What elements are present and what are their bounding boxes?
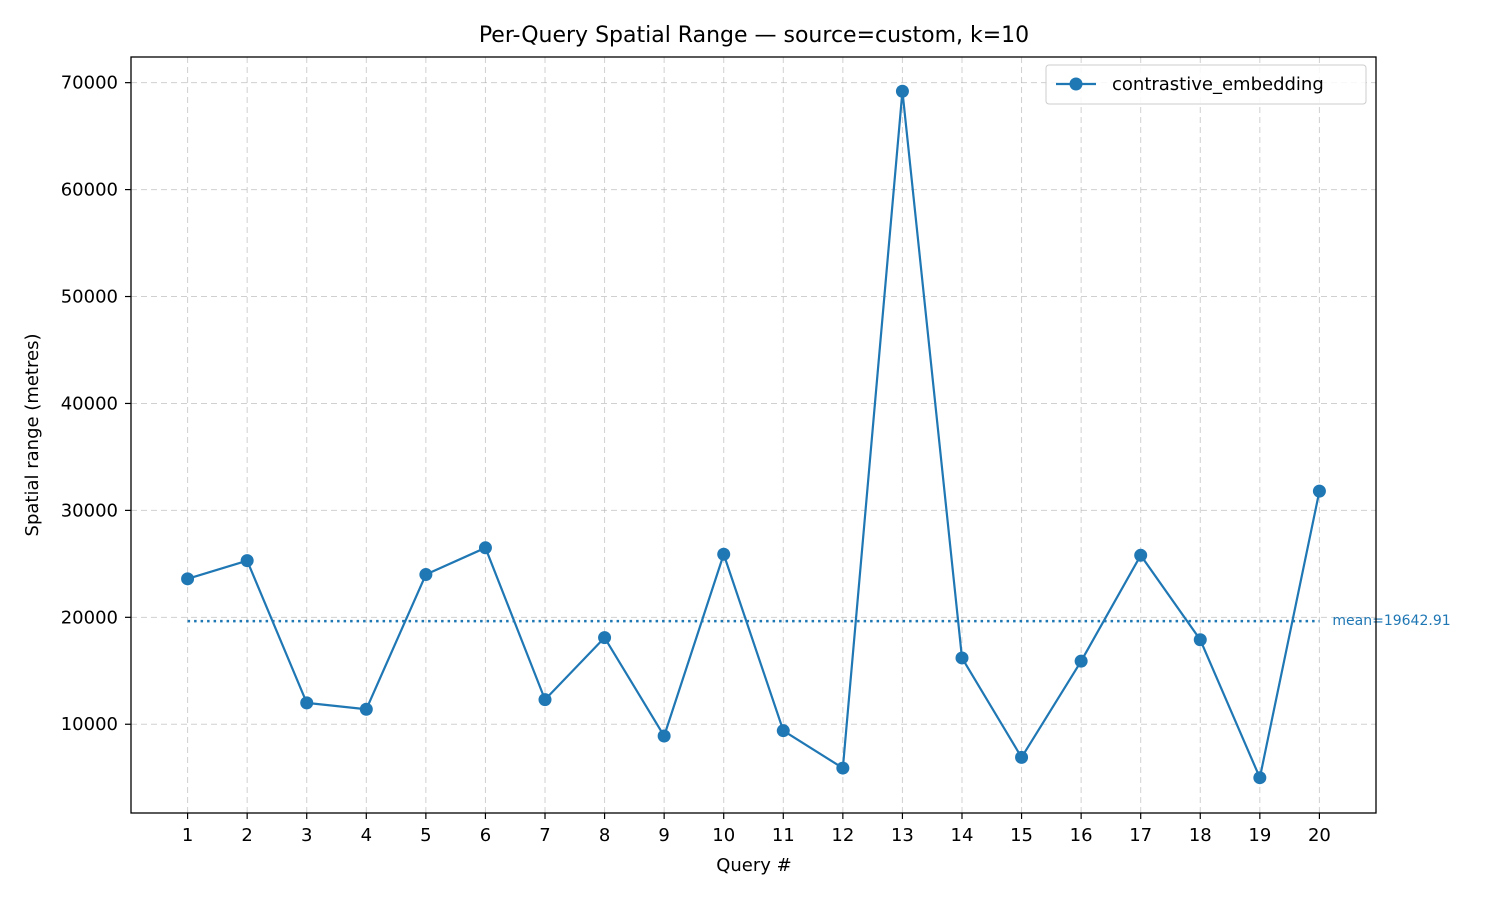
data-point: [240, 554, 254, 568]
grid-lines: [131, 57, 1376, 813]
x-tick-label: 7: [539, 825, 550, 846]
data-point: [1312, 484, 1326, 498]
legend: contrastive_embedding: [1045, 64, 1367, 105]
data-point: [895, 84, 909, 98]
x-tick-label: 20: [1308, 825, 1331, 846]
y-tick-label: 70000: [61, 73, 118, 94]
x-tick-label: 17: [1129, 825, 1152, 846]
x-tick-label: 13: [891, 825, 914, 846]
data-point: [300, 696, 314, 710]
data-point: [1074, 654, 1088, 668]
legend-marker-swatch: [1069, 77, 1083, 91]
data-point: [419, 568, 433, 582]
x-tick-label: 18: [1189, 825, 1212, 846]
y-tick-label: 20000: [61, 607, 118, 628]
plot-area-frame: [130, 56, 1377, 814]
data-point: [359, 702, 373, 716]
data-point: [955, 651, 969, 665]
data-point: [776, 724, 790, 738]
data-point: [478, 541, 492, 555]
x-tick-label: 2: [241, 825, 252, 846]
y-tick-label: 50000: [61, 287, 118, 308]
x-axis-ticks: 1 2 3 4 5 6 7 8 9 10 11 12 13 14 15 16 17 18 19 20: [182, 813, 1331, 846]
x-tick-label: 14: [951, 825, 974, 846]
x-tick-label: 15: [1010, 825, 1033, 846]
legend-box: [1045, 64, 1367, 105]
x-axis-label: Query #: [716, 855, 792, 876]
data-point: [538, 693, 552, 707]
y-axis-ticks: 10000 20000 30000 40000 50000 60000 70000: [61, 73, 131, 735]
x-tick-label: 8: [599, 825, 610, 846]
data-point: [836, 761, 850, 775]
data-point: [1134, 548, 1148, 562]
x-tick-label: 6: [480, 825, 491, 846]
y-axis-label: Spatial range (metres): [22, 334, 43, 537]
data-point: [717, 547, 731, 561]
y-tick-label: 60000: [61, 180, 118, 201]
x-tick-label: 9: [658, 825, 669, 846]
x-tick-label: 10: [712, 825, 735, 846]
x-tick-label: 4: [361, 825, 372, 846]
x-tick-label: 16: [1070, 825, 1093, 846]
data-point: [657, 729, 671, 743]
y-tick-label: 10000: [61, 714, 118, 735]
x-tick-label: 12: [831, 825, 854, 846]
data-point: [181, 572, 195, 586]
series-line: [187, 90, 1321, 779]
x-tick-label: 11: [772, 825, 795, 846]
chart-title: Per-Query Spatial Range — source=custom,…: [479, 23, 1029, 48]
x-tick-label: 3: [301, 825, 312, 846]
mean-line-group: mean=19642.91: [187, 613, 1451, 629]
y-tick-label: 40000: [61, 393, 118, 414]
x-tick-label: 5: [420, 825, 431, 846]
mean-label: mean=19642.91: [1332, 613, 1450, 629]
data-point: [1253, 771, 1267, 785]
data-point: [1015, 750, 1029, 764]
legend-entry-label: contrastive_embedding: [1112, 74, 1324, 95]
data-point: [598, 631, 612, 645]
data-point: [1193, 633, 1207, 647]
series-group: [181, 84, 1326, 785]
x-tick-label: 1: [182, 825, 193, 846]
y-tick-label: 30000: [61, 500, 118, 521]
x-tick-label: 19: [1248, 825, 1271, 846]
